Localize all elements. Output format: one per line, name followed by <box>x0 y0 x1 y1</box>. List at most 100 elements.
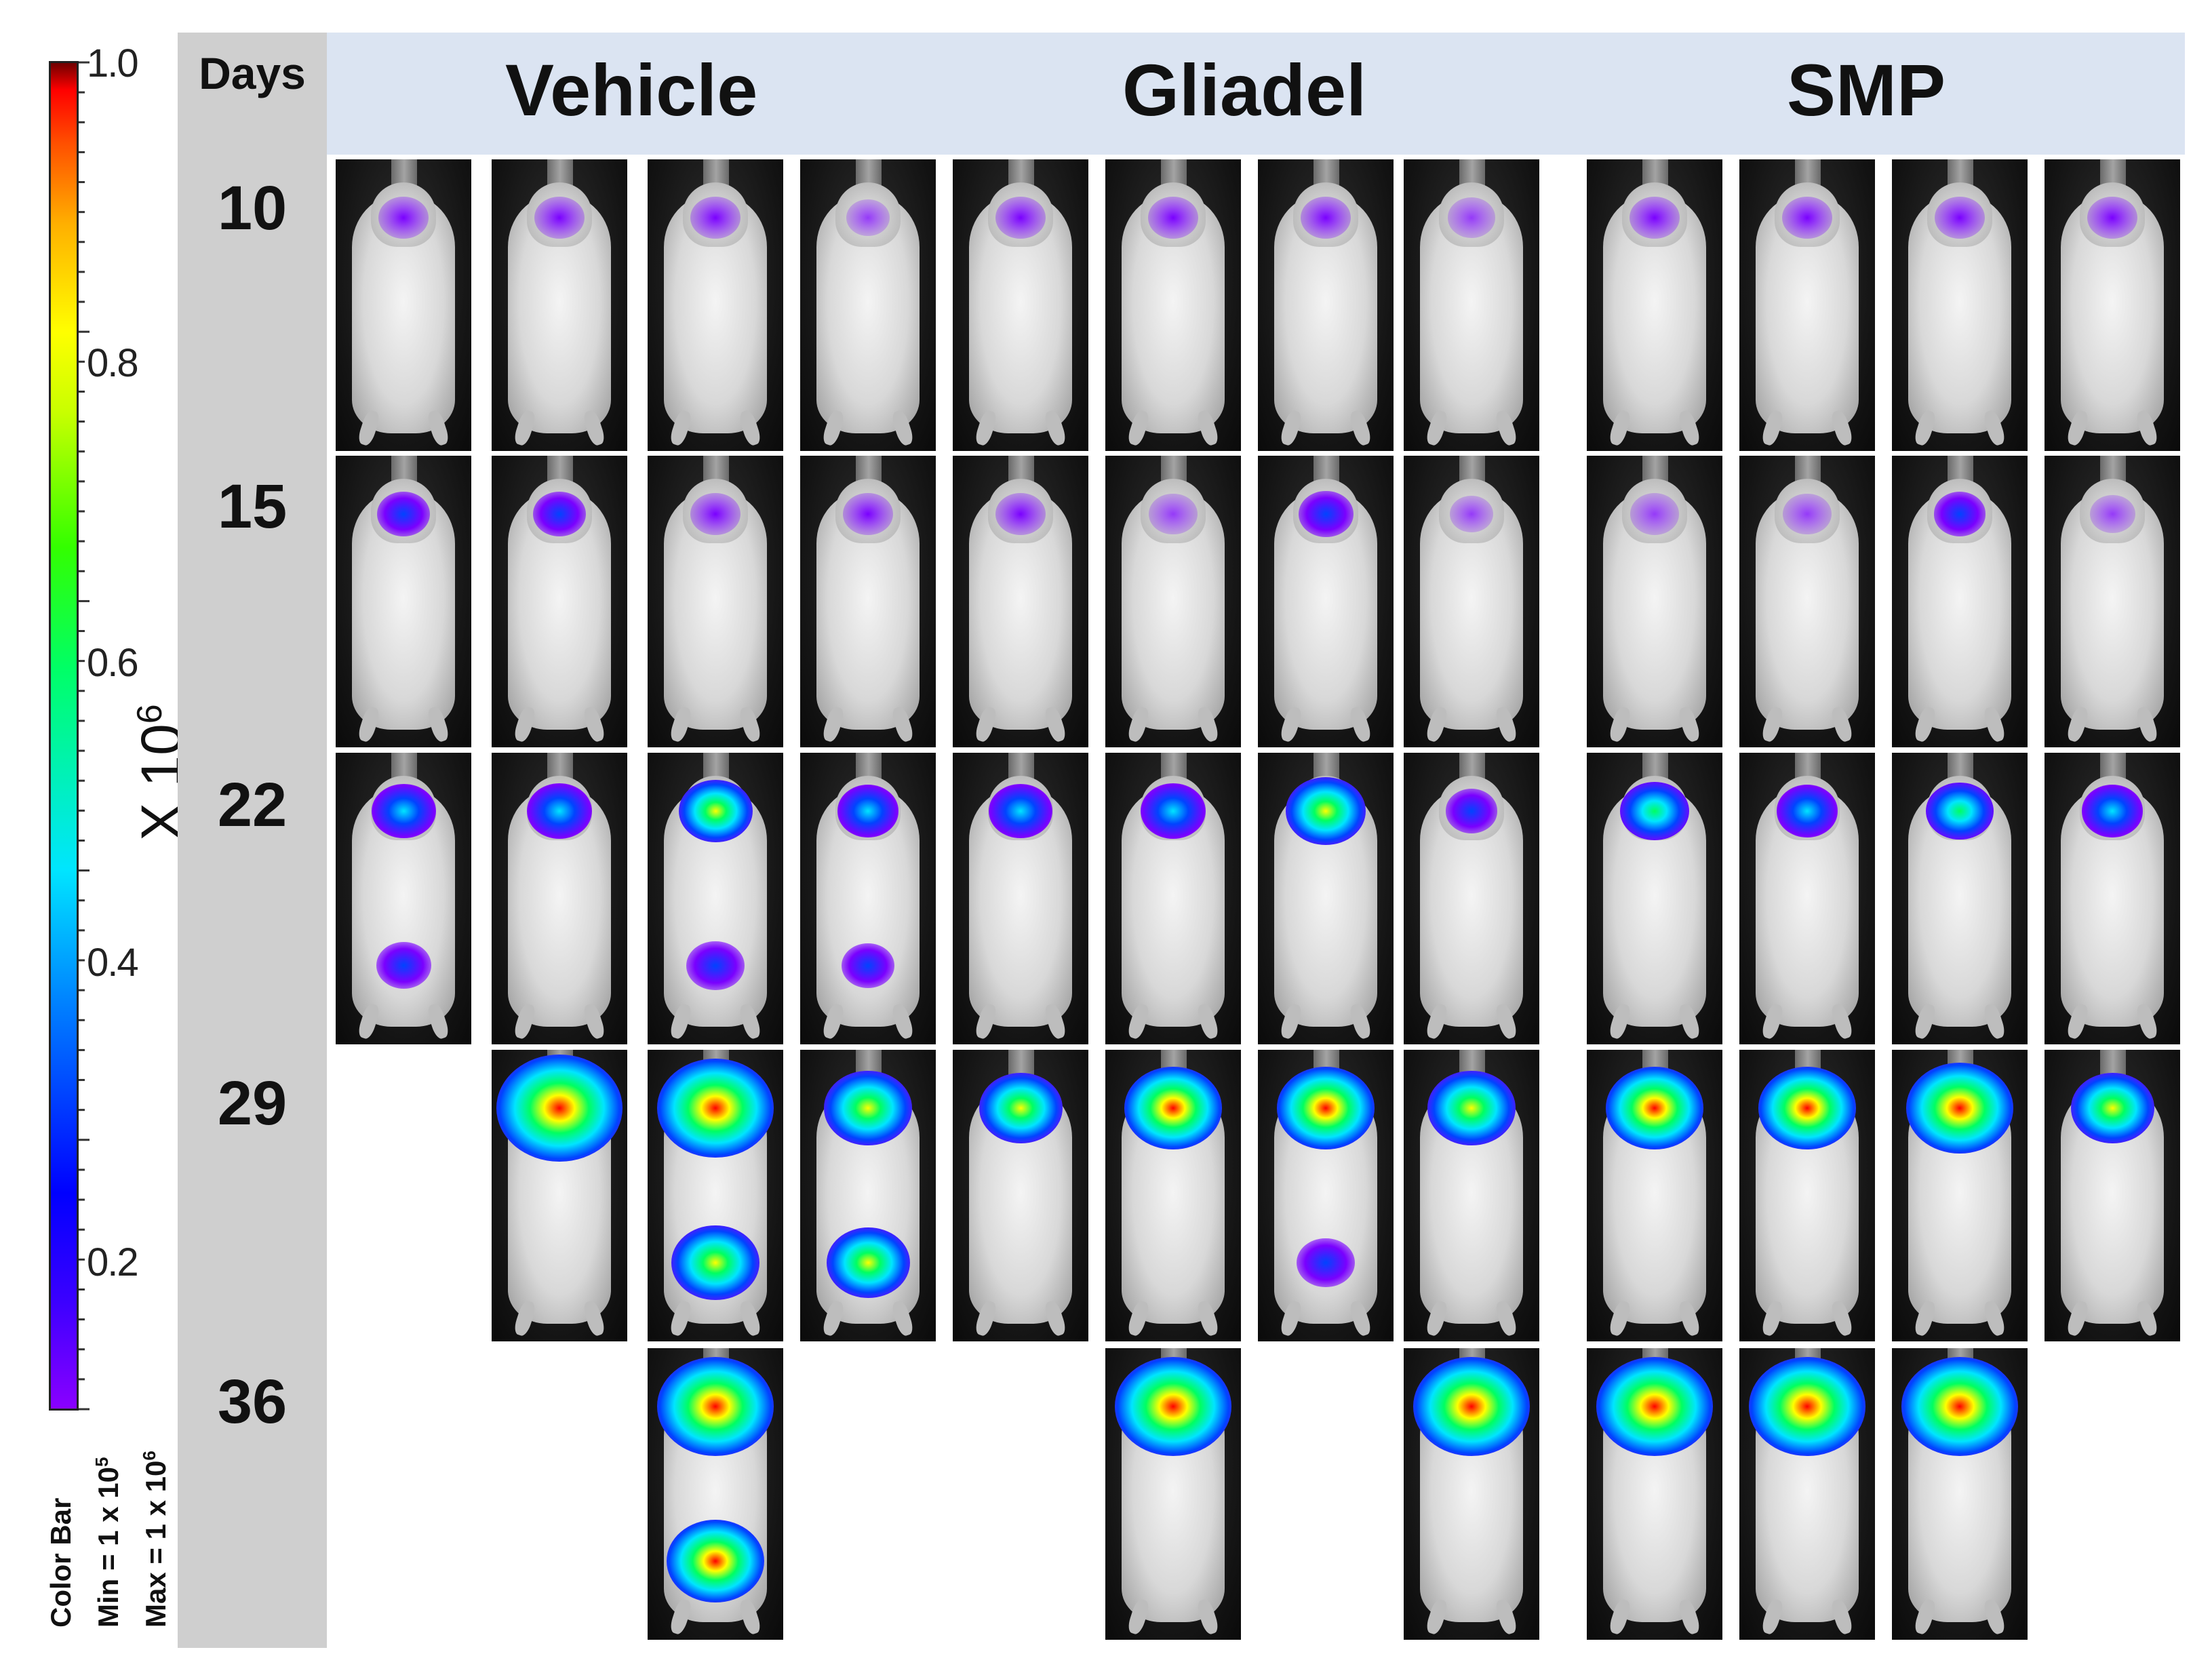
bioluminescence-signal <box>841 943 895 989</box>
bioluminescence-signal <box>989 784 1052 838</box>
mouse-image-panel <box>1258 159 1394 451</box>
mouse-image-panel <box>1258 753 1394 1044</box>
mouse-image-panel <box>1258 456 1394 747</box>
mouse-image-panel <box>1404 1348 1539 1640</box>
mouse-image-panel <box>1587 1348 1722 1640</box>
bioluminescence-signal <box>690 492 740 536</box>
mouse-image-panel <box>1404 456 1539 747</box>
mouse-image-panel <box>1739 1348 1875 1640</box>
bioluminescence-signal <box>2070 1072 2154 1144</box>
bioluminescence-signal <box>1758 1066 1856 1150</box>
bioluminescence-signal <box>1115 1356 1231 1457</box>
mouse-image-panel <box>1105 1050 1241 1341</box>
bioluminescence-signal <box>1148 196 1198 239</box>
color-scale-tick-label: 0.8 <box>87 341 139 385</box>
bioluminescence-signal <box>1301 196 1351 239</box>
mouse-image-panel <box>953 753 1088 1044</box>
bioluminescence-signal <box>1783 493 1832 535</box>
bioluminescence-signal <box>1596 1356 1713 1457</box>
day-label: 29 <box>217 1069 288 1138</box>
mouse-image-panel <box>1739 159 1875 451</box>
mouse-image-panel <box>1105 753 1241 1044</box>
mouse-image-panel <box>2045 456 2180 747</box>
bioluminescence-signal <box>826 1227 910 1299</box>
mouse-image-panel <box>1105 159 1241 451</box>
bioluminescence-signal <box>1935 196 1985 239</box>
bioluminescence-signal <box>1630 196 1680 239</box>
mouse-image-panel <box>1892 1050 2028 1341</box>
mouse-image-panel <box>1739 456 1875 747</box>
mouse-image-panel <box>1892 1348 2028 1640</box>
mouse-image-panel <box>2045 1050 2180 1341</box>
bioluminescence-signal <box>1749 1356 1865 1457</box>
bioluminescence-signal <box>824 1070 912 1146</box>
bioluminescence-signal <box>2087 196 2137 239</box>
mouse-image-panel <box>1892 456 2028 747</box>
mouse-image-panel <box>1739 1050 1875 1341</box>
bioluminescence-signal <box>1124 1066 1222 1150</box>
mouse-image-panel <box>648 456 783 747</box>
bioluminescence-signal <box>1782 196 1832 239</box>
mouse-image-panel <box>492 753 627 1044</box>
bioluminescence-signal <box>534 196 585 239</box>
day-label: 36 <box>217 1367 288 1436</box>
bioluminescence-signal <box>1285 776 1366 846</box>
bioluminescence-signal <box>1445 789 1498 833</box>
mouse-image-panel <box>1587 456 1722 747</box>
bioluminescence-signal <box>2089 494 2135 534</box>
bioluminescence-signal <box>378 196 429 239</box>
mouse-image-panel <box>492 159 627 451</box>
mouse-image-panel <box>1404 159 1539 451</box>
mouse-image-panel <box>2045 753 2180 1044</box>
mouse-image-panel <box>1739 753 1875 1044</box>
bioluminescence-signal <box>1149 493 1198 535</box>
bioluminescence-signal <box>690 196 740 239</box>
bioluminescence-signal <box>2081 785 2144 838</box>
bioluminescence-signal <box>1933 492 1986 536</box>
mouse-image-panel <box>953 1050 1088 1341</box>
bioluminescence-signal <box>667 1519 764 1603</box>
mouse-image-panel <box>1892 159 2028 451</box>
color-scale-bar <box>49 61 79 1411</box>
mouse-image-panel <box>648 159 783 451</box>
bioluminescence-signal <box>1901 1356 2018 1457</box>
mouse-image-panel <box>1404 1050 1539 1341</box>
bioluminescence-signal <box>837 785 899 838</box>
bioluminescence-signal <box>678 779 753 843</box>
mouse-image-panel <box>336 753 471 1044</box>
mouse-image-panel <box>336 456 471 747</box>
bioluminescence-signal <box>1413 1356 1530 1457</box>
day-label: 10 <box>217 174 288 243</box>
mouse-image-panel <box>648 753 783 1044</box>
bioluminescence-signal <box>1906 1062 2013 1154</box>
mouse-image-panel <box>1587 1050 1722 1341</box>
days-column <box>178 33 327 1648</box>
mouse-image-panel <box>1587 753 1722 1044</box>
bioluminescence-signal <box>1277 1066 1375 1150</box>
bioluminescence-signal <box>1926 782 1994 840</box>
mouse-image-panel <box>800 456 936 747</box>
days-header: Days <box>199 48 306 98</box>
bioluminescence-signal <box>671 1225 759 1301</box>
mouse-image-panel <box>800 159 936 451</box>
bioluminescence-signal <box>376 491 431 537</box>
bioluminescence-signal <box>376 942 431 989</box>
mouse-image-panel <box>492 1050 627 1341</box>
mouse-image-panel <box>800 753 936 1044</box>
color-scale-tick-label: 0.2 <box>87 1240 139 1284</box>
bioluminescence-signal <box>657 1356 774 1457</box>
bioluminescence-signal <box>1427 1070 1516 1146</box>
bioluminescence-signal <box>1298 490 1354 538</box>
mouse-image-panel <box>1404 753 1539 1044</box>
mouse-image-panel <box>1105 456 1241 747</box>
mouse-image-panel <box>1587 159 1722 451</box>
mouse-image-panel <box>648 1050 783 1341</box>
group-label-smp: SMP <box>1787 49 1946 131</box>
day-label: 15 <box>217 472 288 541</box>
color-scale-ticks <box>79 61 90 1411</box>
bioluminescence-signal <box>843 492 893 536</box>
mouse-image-panel <box>953 159 1088 451</box>
bioluminescence-signal <box>657 1058 774 1158</box>
bioluminescence-signal <box>846 199 890 237</box>
bioluminescence-signal <box>1776 785 1838 838</box>
